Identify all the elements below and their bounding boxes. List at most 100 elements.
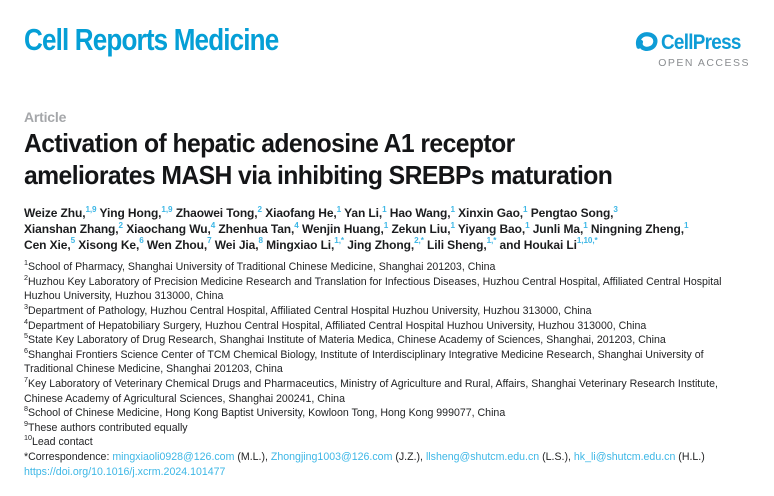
- title-line-1: Activation of hepatic adenosine A1 recep…: [24, 128, 515, 158]
- affiliation-superscript: 10: [24, 433, 32, 443]
- doi-link[interactable]: https://doi.org/10.1016/j.xcrm.2024.1014…: [24, 465, 226, 478]
- author-superscript: 3: [613, 205, 618, 215]
- author-superscript: 1: [583, 220, 588, 230]
- author-name: Mingxiao Li,: [266, 237, 335, 252]
- author-name: Wei Jia,: [214, 237, 259, 252]
- open-access-label: OPEN ACCESS: [658, 57, 750, 69]
- affiliation-superscript: 3: [24, 302, 28, 312]
- affiliation-item: 7Key Laboratory of Veterinary Chemical D…: [24, 375, 750, 406]
- author-line: Weize Zhu,1,9 Ying Hong,1,9 Zhaowei Tong…: [24, 205, 750, 222]
- affiliation-list: 1School of Pharmacy, Shanghai University…: [24, 259, 750, 450]
- correspondence-line: *Correspondence: mingxiaoli0928@126.com …: [24, 450, 750, 465]
- correspondence-email-link[interactable]: llsheng@shutcm.edu.cn: [425, 450, 540, 463]
- author-superscript: 1: [523, 205, 528, 215]
- affiliation-item: 6Shanghai Frontiers Science Center of TC…: [24, 345, 750, 377]
- author-name: Hao Wang,: [389, 206, 451, 221]
- correspondence-label: *Correspondence:: [24, 450, 113, 463]
- author-superscript: 2: [257, 205, 263, 215]
- affiliation-text: Key Laboratory of Veterinary Chemical Dr…: [24, 377, 718, 405]
- affiliation-superscript: 6: [24, 345, 28, 355]
- author-name: Zekun Liu,: [391, 222, 451, 237]
- author-superscript: 4: [210, 220, 216, 230]
- affiliation-item: 1School of Pharmacy, Shanghai University…: [24, 259, 750, 275]
- author-name: Xiaofang He,: [265, 206, 337, 221]
- correspondence-initials: (H.L.): [675, 450, 705, 463]
- author-name: Xianshan Zhang,: [24, 222, 119, 237]
- author-name: Xiaochang Wu,: [126, 222, 211, 237]
- author-superscript: 1: [336, 205, 342, 215]
- affiliation-item: 2Huzhou Key Laboratory of Precision Medi…: [24, 272, 750, 304]
- article-title: Activation of hepatic adenosine A1 recep…: [24, 128, 714, 191]
- affiliation-superscript: 5: [24, 331, 28, 341]
- masthead: Cell Reports Medicine CellPress OPEN ACC…: [24, 22, 750, 69]
- affiliation-item: 8School of Chinese Medicine, Hong Kong B…: [24, 405, 750, 421]
- author-superscript: 2: [118, 220, 124, 230]
- affiliation-text: Shanghai Frontiers Science Center of TCM…: [24, 348, 704, 376]
- author-superscript: 1,*: [486, 236, 497, 246]
- author-superscript: 1,9: [85, 205, 97, 215]
- author-superscript: 1,9: [161, 205, 173, 215]
- author-name: Ningning Zheng,: [590, 222, 685, 237]
- affiliation-text: Lead contact: [32, 436, 93, 449]
- author-line: Cen Xie,5 Xisong Ke,6 Wen Zhou,7 Wei Jia…: [24, 236, 750, 254]
- author-superscript: 1: [382, 205, 387, 215]
- author-superscript: 1: [684, 220, 689, 230]
- publisher-name: CellPress: [661, 31, 742, 54]
- correspondence-email-link[interactable]: hk_li@shutcm.edu.cn: [573, 450, 676, 463]
- article-kind-label: Article: [24, 109, 67, 125]
- affiliation-superscript: 9: [24, 418, 28, 428]
- author-name: Jing Zhong,: [347, 237, 415, 252]
- author-superscript: 1: [525, 220, 530, 230]
- affiliation-text: School of Chinese Medicine, Hong Kong Ba…: [28, 407, 506, 420]
- author-name: Zhenhua Tan,: [218, 222, 295, 237]
- author-name: Zhaowei Tong,: [175, 206, 258, 221]
- author-name: Cen Xie,: [24, 237, 71, 252]
- author-superscript: 1: [383, 220, 389, 230]
- author-name: Wen Zhou,: [146, 237, 208, 252]
- journal-logo: Cell Reports Medicine: [24, 22, 279, 57]
- author-name: and Houkai Li: [499, 237, 577, 252]
- affiliation-text: Department of Pathology, Huzhou Central …: [28, 305, 592, 317]
- publisher-block: CellPress OPEN ACCESS: [634, 31, 750, 69]
- author-name: Xinxin Gao,: [458, 206, 524, 221]
- affiliation-text: These authors contributed equally: [28, 421, 188, 434]
- affiliation-superscript: 4: [24, 316, 28, 326]
- author-superscript: 6: [139, 236, 144, 246]
- author-superscript: 1,10,*: [576, 236, 598, 246]
- author-name: Yan Li,: [344, 206, 383, 221]
- cellpress-logo-icon: [634, 31, 658, 55]
- author-name: Yiyang Bao,: [457, 222, 526, 237]
- affiliation-item: 5State Key Laboratory of Drug Research, …: [24, 331, 750, 348]
- affiliation-superscript: 7: [24, 375, 28, 385]
- author-name: Lili Sheng,: [427, 237, 487, 252]
- author-superscript: 7: [207, 236, 212, 246]
- author-list: Weize Zhu,1,9 Ying Hong,1,9 Zhaowei Tong…: [24, 205, 750, 254]
- correspondence-email-link[interactable]: Zhongjing1003@126.com: [270, 450, 393, 463]
- doi-line: https://doi.org/10.1016/j.xcrm.2024.1014…: [24, 465, 750, 480]
- correspondence-initials: (J.Z.),: [392, 450, 426, 463]
- affiliation-text: Huzhou Key Laboratory of Precision Medic…: [24, 275, 722, 303]
- affiliation-item: 4Department of Hepatobiliary Surgery, Hu…: [24, 316, 750, 334]
- author-superscript: 8: [258, 236, 263, 246]
- author-name: Pengtao Song,: [530, 206, 614, 221]
- author-superscript: 1: [450, 205, 455, 215]
- correspondence-email-link[interactable]: mingxiaoli0928@126.com: [112, 450, 235, 463]
- correspondence-initials: (L.S.),: [539, 450, 574, 463]
- author-superscript: 1,*: [334, 236, 344, 246]
- author-name: Wenjin Huang,: [301, 222, 384, 237]
- author-name: Junli Ma,: [532, 222, 584, 237]
- affiliation-item: 9These authors contributed equally: [24, 418, 750, 436]
- author-superscript: 4: [294, 220, 299, 230]
- author-superscript: 1: [450, 220, 455, 230]
- affiliation-item: 3Department of Pathology, Huzhou Central…: [24, 302, 750, 319]
- title-line-2: ameliorates MASH via inhibiting SREBPs m…: [24, 159, 613, 190]
- author-name: Xisong Ke,: [78, 237, 140, 252]
- affiliation-text: State Key Laboratory of Drug Research, S…: [28, 334, 666, 347]
- affiliation-text: Department of Hepatobiliary Surgery, Huz…: [28, 319, 647, 332]
- affiliation-item: 10Lead contact: [24, 433, 750, 450]
- author-superscript: 5: [70, 236, 76, 246]
- affiliation-text: School of Pharmacy, Shanghai University …: [28, 261, 496, 274]
- affiliation-superscript: 2: [24, 272, 28, 282]
- author-line: Xianshan Zhang,2 Xiaochang Wu,4 Zhenhua …: [24, 220, 750, 238]
